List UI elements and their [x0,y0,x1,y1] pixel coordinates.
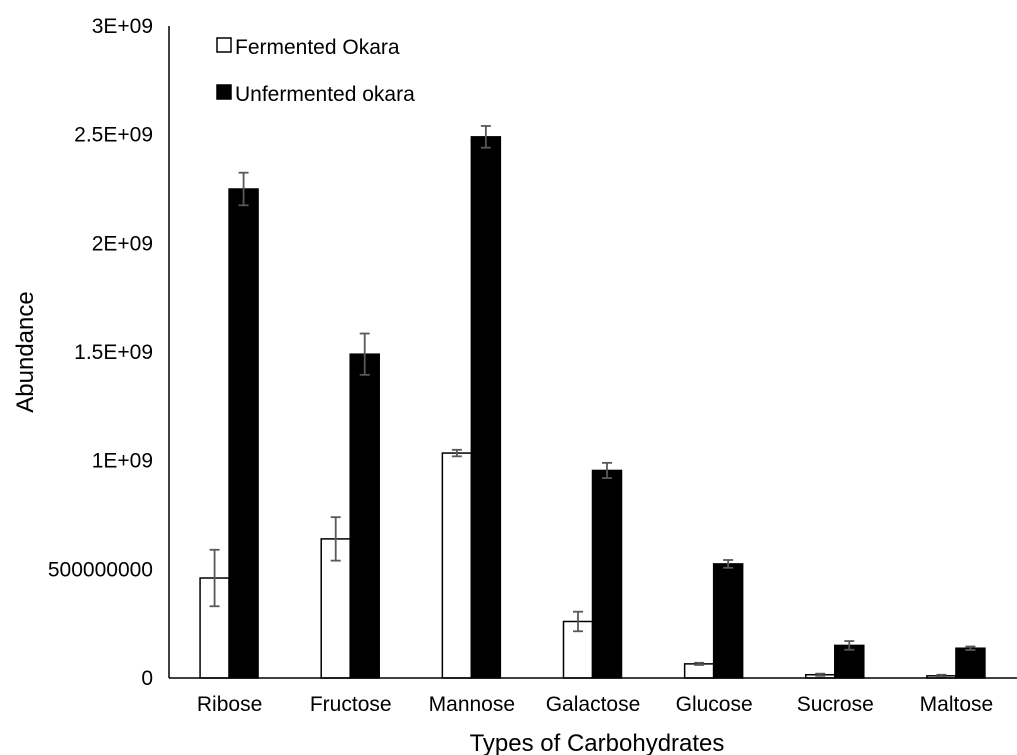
error-bar-unfermented [723,559,734,569]
x-tick-label: Ribose [197,693,262,716]
bar-fermented [320,538,351,679]
x-tick-label: Fructose [310,693,392,716]
y-tick-label: 2E+09 [92,232,153,255]
legend-swatch-unfermented [216,84,232,100]
error-bar-fermented [330,516,341,562]
bar-unfermented [349,353,380,679]
y-tick-label: 3E+09 [92,15,153,38]
x-tick-label: Galactose [546,693,641,716]
error-bar-unfermented [359,332,370,376]
error-bar-fermented [451,448,462,458]
legend-item-unfermented: Unfermented okara [216,83,415,106]
y-tick-label: 1.5E+09 [74,341,153,364]
bar-fermented [441,452,473,679]
legend-item-fermented: Fermented Okara [216,36,400,59]
bar-unfermented [955,647,986,679]
x-tick-label: Mannose [429,693,515,716]
x-axis-category-labels: Ribose Fructose Mannose Galactose Glucose Suc… [197,693,993,716]
x-tick-label: Sucrose [797,693,874,716]
bar-unfermented [591,469,623,679]
bar-unfermented [470,136,502,679]
error-bar-unfermented [480,125,491,149]
error-bar-fermented [815,672,826,677]
error-bar-unfermented [844,640,855,651]
legend-label-unfermented: Unfermented okara [235,83,415,106]
y-tick-label: 2.5E+09 [74,124,153,147]
y-axis-title: Abundance [12,291,39,412]
x-tick-label: Maltose [920,693,994,716]
error-bar-fermented [209,548,220,608]
bar-unfermented [712,563,744,679]
legend: Fermented Okara Unfermented okara [216,36,415,106]
error-bar-fermented [936,673,947,678]
legend-swatch-fermented [216,37,232,53]
bar-fermented [683,663,715,679]
bars-group [199,136,986,679]
error-bar-fermented [573,610,583,633]
bar-unfermented [834,644,865,679]
y-tick-label: 1E+09 [92,450,153,473]
legend-label-fermented: Fermented Okara [235,36,400,59]
x-axis-title: Types of Carbohydrates [470,730,725,755]
x-tick-label: Glucose [676,693,753,716]
y-tick-label: 0 [141,667,153,690]
error-bar-fermented [694,661,705,666]
y-tick-label: 500000000 [48,558,153,581]
y-axis-ticks: 0 500000000 1E+09 1.5E+09 2E+09 2.5E+09 3E+09 [48,15,153,690]
error-bar-unfermented [238,171,249,207]
error-bar-unfermented [965,645,976,651]
error-bar-unfermented [602,461,612,479]
error-bars-group [209,125,976,678]
bar-unfermented [228,188,259,679]
